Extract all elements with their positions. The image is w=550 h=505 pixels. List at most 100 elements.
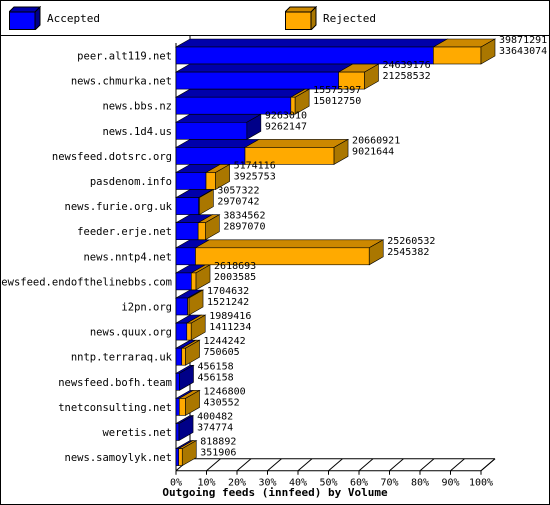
bar-accepted [175, 272, 192, 291]
bar-side [199, 189, 214, 216]
value-label-accepted: 430552 [204, 397, 240, 408]
category-label: news.quux.org [90, 327, 172, 339]
value-label-accepted: 374774 [197, 423, 233, 434]
bar-accepted [175, 122, 248, 140]
legend-accepted-label: Accepted [47, 11, 100, 25]
x-tick-label: 80% [411, 478, 429, 489]
value-label-accepted: 2897070 [223, 222, 265, 233]
x-tick-label: 90% [441, 478, 459, 489]
value-label-accepted: 351906 [200, 448, 236, 459]
value-label-total: 2618693 [214, 261, 256, 272]
category-label: newsfeed.dotsrc.org [52, 151, 172, 163]
bars [174, 38, 497, 467]
bar-side [195, 264, 211, 291]
value-label-total: 1704632 [207, 286, 249, 297]
x-tick-label: 100% [469, 478, 493, 489]
value-label-total: 1246800 [204, 386, 246, 397]
category-label: peer.alt119.net [77, 51, 172, 63]
x-tick-label: 10% [197, 478, 215, 489]
x-tick-label: 40% [289, 478, 307, 489]
bar-rejected [186, 322, 192, 341]
value-label-accepted: 1411234 [209, 322, 251, 333]
value-label-accepted: 2003585 [214, 272, 256, 283]
bar-side [190, 314, 206, 341]
value-label-accepted: 2970742 [217, 197, 259, 208]
bar-side [294, 88, 310, 115]
value-label-total: 15575397 [313, 85, 361, 96]
bar-side [333, 138, 349, 165]
bar-accepted [175, 322, 188, 341]
x-tick-depth [236, 458, 252, 472]
value-label-total: 9263010 [265, 110, 307, 121]
value-label-total: 1244242 [204, 336, 246, 347]
value-label-total: 3057322 [217, 186, 259, 197]
category-label: pasdenom.info [90, 176, 172, 188]
bar-side [178, 414, 194, 442]
value-label-total: 818892 [200, 437, 236, 448]
bar-side [215, 163, 230, 191]
bar-accepted [175, 197, 200, 215]
bar-side [364, 63, 379, 90]
x-tick-label: 30% [258, 478, 276, 489]
bar-rejected-top [194, 239, 385, 249]
bar-rejected [178, 398, 186, 416]
x-tick-label: 50% [319, 478, 337, 489]
value-label-total: 20660921 [352, 135, 400, 146]
x-tick-depth [267, 458, 282, 472]
bar-rejected [191, 272, 197, 291]
bar-accepted [175, 247, 196, 266]
value-label-total: 400482 [197, 412, 233, 423]
category-label: newsfeed.bofh.team [58, 377, 172, 389]
category-label: news.1d4.us [102, 126, 172, 138]
x-axis-title: Outgoing feeds (innfeed) by Volume [162, 486, 388, 499]
category-label: news.samoylyk.net [65, 452, 172, 464]
value-label-accepted: 15012750 [313, 96, 361, 107]
value-label-accepted: 750605 [204, 347, 240, 358]
x-tick-labels: 0% 10% 20% 30% 40% 50% 60% 70% 80% 90% 100% [170, 478, 493, 489]
bar-side [185, 339, 200, 366]
x-tick-label: 0% [170, 478, 182, 489]
value-label-total: 1989416 [209, 311, 251, 322]
bar-rejected-top [243, 139, 350, 148]
x-tick-depth [480, 458, 496, 472]
bar-accepted [175, 372, 180, 391]
x-tick-label: 70% [380, 478, 398, 489]
bar-accepted [175, 222, 199, 240]
bar-accepted-top [174, 114, 262, 123]
value-label-total: 456158 [197, 361, 233, 372]
x-tick-depth [450, 458, 465, 472]
legend-accepted: Accepted [9, 6, 100, 30]
value-label-accepted: 456158 [197, 372, 233, 383]
value-label-accepted: 2545382 [387, 247, 429, 258]
bar-side [179, 364, 194, 391]
legend: Accepted Rejected [1, 1, 549, 36]
category-label: nntp.terraraq.uk [71, 352, 173, 364]
bar-accepted-top [174, 38, 449, 48]
legend-rejected: Rejected [285, 6, 376, 30]
bar-accepted-top [174, 63, 354, 73]
x-tick-depth [206, 458, 221, 472]
bar-accepted [175, 398, 180, 416]
bar-side [185, 389, 200, 416]
x-tick-depth [328, 458, 343, 472]
bar-side [205, 214, 220, 241]
bar-rejected [197, 222, 206, 240]
category-label: i2pn.org [121, 302, 172, 314]
x-tick-depth [358, 458, 374, 472]
value-label-accepted: 1521242 [207, 297, 249, 308]
category-label: feeder.erje.net [77, 226, 172, 238]
category-label: news.bbs.nz [102, 101, 172, 113]
bar-accepted [175, 347, 183, 366]
category-label: news.furie.org.uk [65, 201, 173, 213]
category-label: newsfeed.endofthelinebbs.com [0, 276, 172, 288]
value-label-total: 39871291 [499, 35, 547, 46]
category-label: news.nntp4.net [83, 251, 172, 263]
bar-accepted [175, 172, 207, 190]
x-tick-depth [419, 458, 435, 472]
bar-rejected [433, 46, 482, 65]
bar-accepted [175, 297, 188, 316]
value-label-accepted: 9021644 [352, 146, 394, 157]
bar-accepted-top [174, 88, 306, 98]
